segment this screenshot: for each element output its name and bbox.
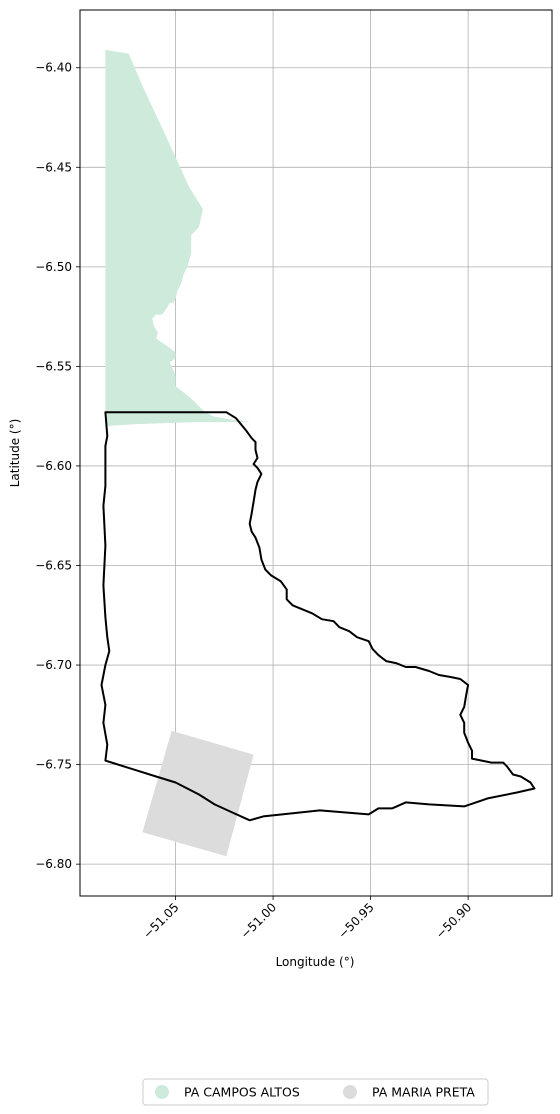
y-tick-label: −6.45: [35, 160, 72, 174]
y-tick-label: −6.70: [35, 658, 72, 672]
legend-label-campos-altos: PA CAMPOS ALTOS: [184, 1085, 300, 1100]
axis-ticks: −51.05 −51.00 −50.95 −50.90 −6.40 −6.45 −6.50 −…: [35, 61, 474, 942]
area-pa-campos-altos: [105, 50, 251, 426]
x-tick-label: −50.90: [433, 900, 474, 941]
y-tick-label: −6.50: [35, 260, 72, 274]
x-tick-label: −50.95: [335, 900, 376, 941]
y-tick-label: −6.80: [35, 857, 72, 871]
x-tick-label: −51.00: [238, 900, 279, 941]
area-layer: [105, 50, 253, 856]
y-tick-label: −6.75: [35, 758, 72, 772]
y-tick-label: −6.55: [35, 359, 72, 373]
y-tick-label: −6.40: [35, 61, 72, 75]
x-tick-label: −51.05: [140, 900, 181, 941]
y-axis-label: Latitude (°): [8, 419, 22, 488]
x-axis-label: Longitude (°): [276, 955, 355, 969]
legend-label-maria-preta: PA MARIA PRETA: [372, 1085, 475, 1100]
legend-swatch-campos-altos: [155, 1085, 169, 1099]
legend-swatch-maria-preta: [343, 1085, 357, 1099]
y-tick-label: −6.60: [35, 459, 72, 473]
y-tick-label: −6.65: [35, 558, 72, 572]
legend: PA CAMPOS ALTOS PA MARIA PRETA: [143, 1079, 488, 1105]
